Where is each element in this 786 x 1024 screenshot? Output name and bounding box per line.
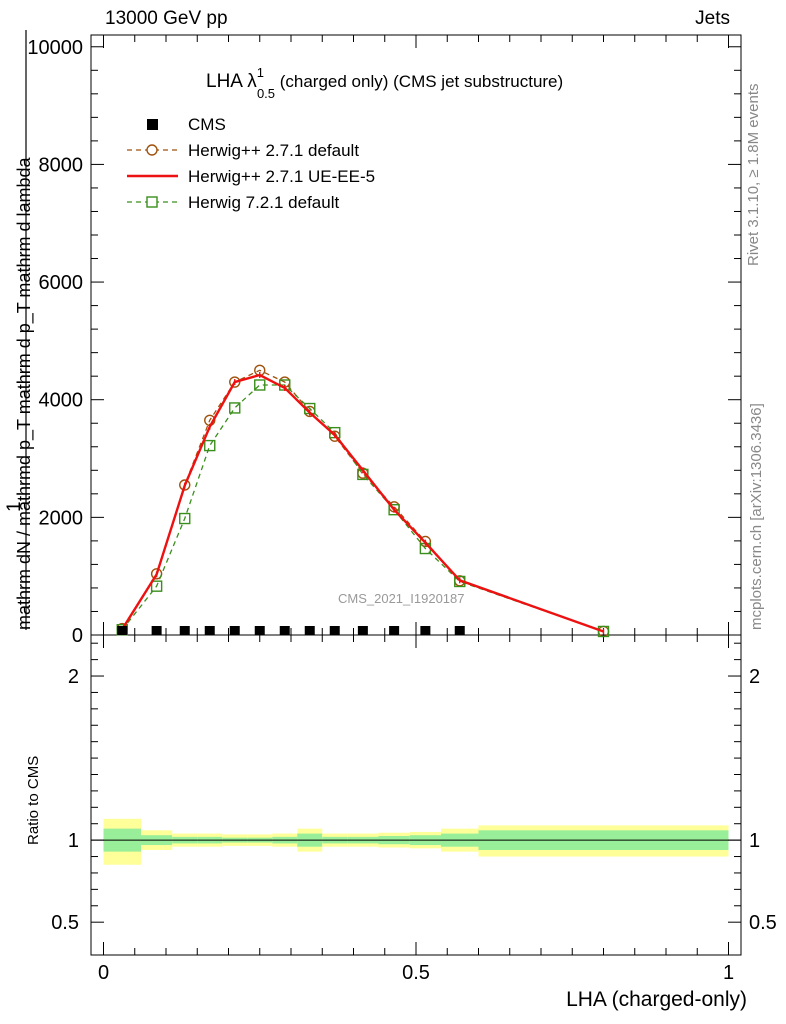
header-process-label: 13000 GeV pp <box>105 8 228 29</box>
data-point <box>329 626 340 635</box>
legend: CMS Herwig++ 2.7.1 default Herwig++ 2.7.1 … <box>127 115 375 212</box>
data-point <box>151 626 162 635</box>
data-point <box>229 376 241 388</box>
legend-label: Herwig 7.2.1 default <box>188 193 339 212</box>
data-point <box>597 625 610 638</box>
y-tick-label: 8000 <box>39 154 84 176</box>
data-point <box>179 512 191 525</box>
data-point <box>179 479 191 491</box>
data-point <box>229 402 241 414</box>
data-point <box>150 568 163 580</box>
data-point <box>420 626 431 635</box>
data-point <box>204 439 216 452</box>
ratio-y-axis-label: Ratio to CMS <box>25 756 42 845</box>
y-tick-label: 4000 <box>39 390 84 412</box>
data-point <box>389 626 400 635</box>
header-category-label: Jets <box>695 8 730 29</box>
legend-marker <box>146 196 158 208</box>
legend-label: CMS <box>188 115 226 134</box>
y-tick-label: 0 <box>72 625 83 647</box>
ratio-y-tick-label: 1 <box>68 830 79 852</box>
data-point <box>150 580 163 592</box>
data-point <box>254 626 265 635</box>
ratio-y-tick-label: 2 <box>68 666 79 688</box>
series-line <box>121 384 604 633</box>
ylabel-fraction-denominator: mathrm dN / mathrmd p_T mathrm d p_T mat… <box>14 157 35 630</box>
data-point <box>388 504 400 516</box>
analysis-watermark: CMS_2021_I1920187 <box>338 591 465 606</box>
data-point <box>204 626 215 635</box>
ratio-y-tick-label-right: 1 <box>749 830 760 852</box>
data-point <box>279 626 290 635</box>
ratio-y-tick-label: 0.5 <box>51 912 79 934</box>
x-tick-label: 1 <box>723 962 734 984</box>
ylabel-fraction-one: 1 <box>4 501 25 512</box>
series-line <box>121 373 604 633</box>
data-point <box>304 626 315 635</box>
ratio-y-tick-label-right: 2 <box>749 666 760 688</box>
ratio-uncertainty-bands <box>103 818 729 865</box>
y-tick-label: 2000 <box>39 507 84 529</box>
y-tick-label: 10000 <box>27 37 83 59</box>
main-y-axis-label: 1 mathrm dN / mathrmd p_T mathrm d p_T m… <box>4 30 35 630</box>
plot-title: LHA λ1 0.5 (charged only) (CMS jet substr… <box>206 65 563 101</box>
ratio-panel-frame <box>90 634 742 956</box>
legend-marker <box>147 119 158 130</box>
main-series-group <box>116 364 610 638</box>
x-tick-label: 0.5 <box>402 962 430 984</box>
data-point <box>454 626 465 635</box>
data-point <box>254 379 266 391</box>
ratio-y-tick-label-right: 0.5 <box>749 912 777 934</box>
data-point <box>117 626 128 635</box>
data-point <box>357 626 368 635</box>
x-tick-label: 0 <box>98 962 109 984</box>
y-tick-label: 6000 <box>39 272 84 294</box>
legend-label: Herwig++ 2.7.1 UE-EE-5 <box>188 167 375 186</box>
legend-marker <box>146 144 158 156</box>
main-y-axis-ticks: 0 2000 4000 6000 8000 10000 <box>27 35 741 647</box>
ratio-axes-ticks: 0.5 0.5 1 1 2 2 0 0.5 1 <box>51 635 777 984</box>
data-point <box>179 626 190 635</box>
x-axis-label: LHA (charged-only) <box>566 988 747 1011</box>
data-point <box>229 626 240 635</box>
legend-label: Herwig++ 2.7.1 default <box>188 141 359 160</box>
